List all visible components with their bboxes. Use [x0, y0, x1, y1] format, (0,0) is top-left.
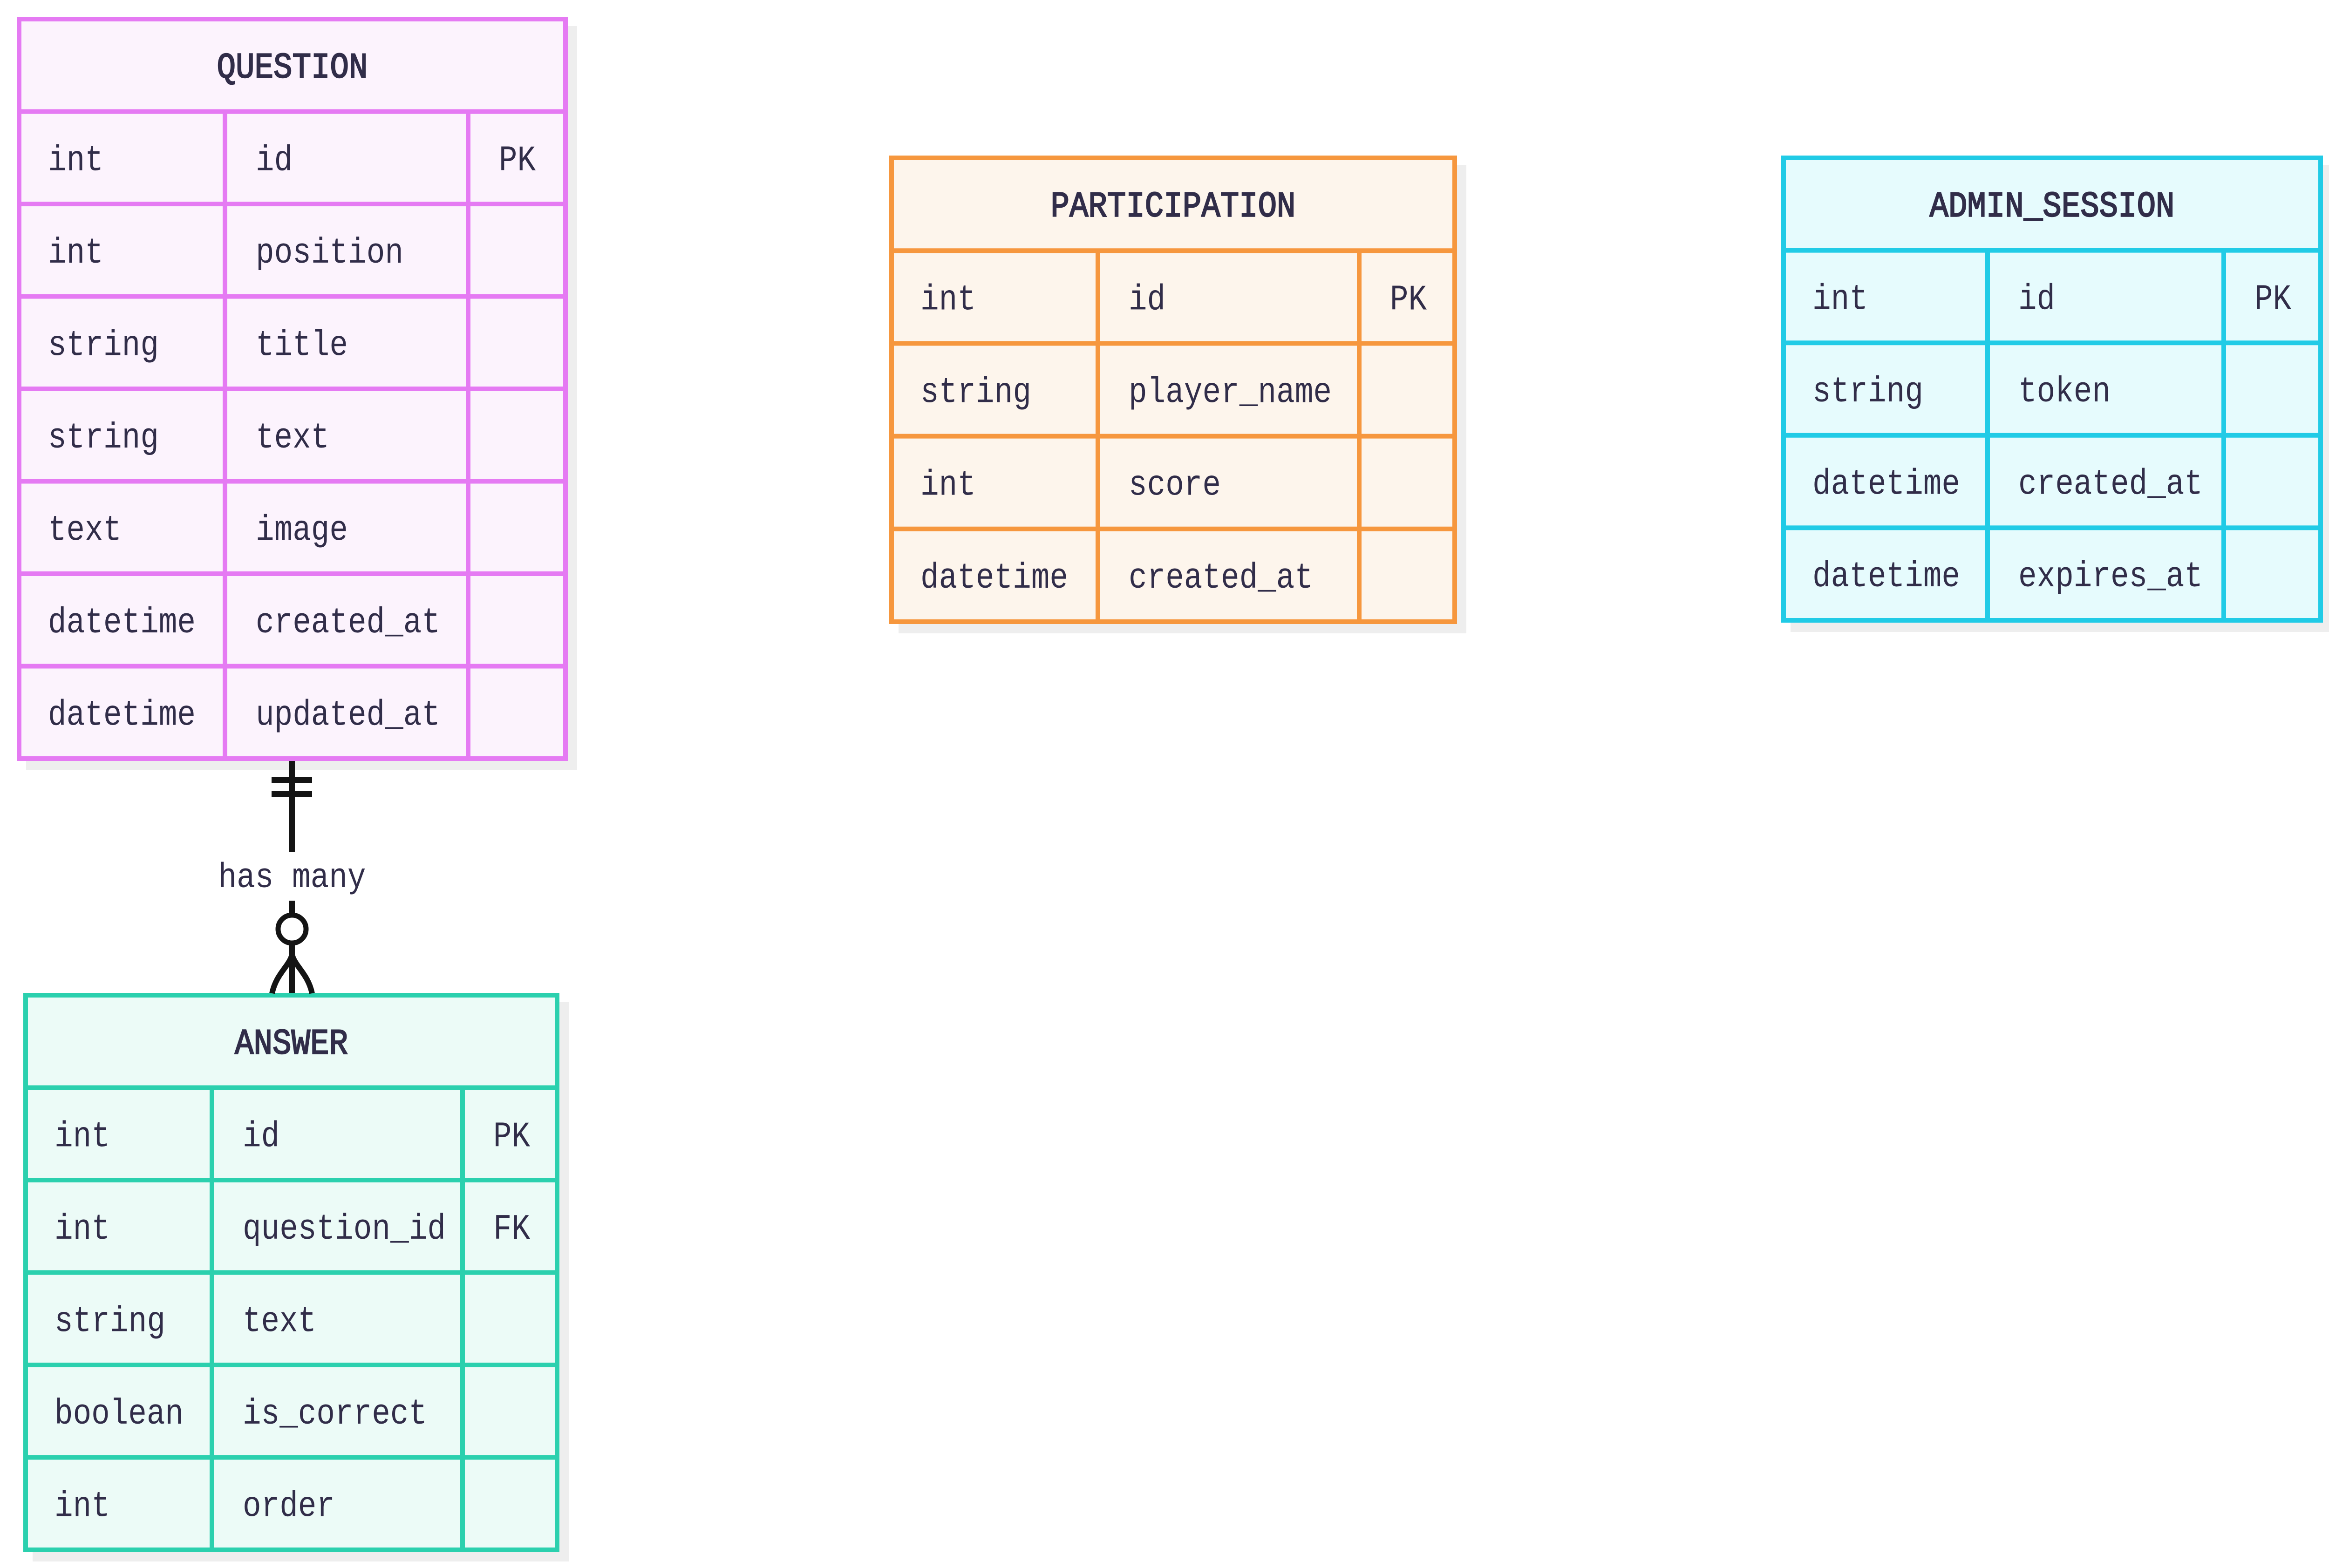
- svg-text:image: image: [256, 510, 348, 551]
- svg-text:boolean: boolean: [54, 1394, 184, 1435]
- svg-text:string: string: [920, 373, 1031, 414]
- svg-text:datetime: datetime: [1812, 465, 1960, 505]
- svg-text:datetime: datetime: [48, 695, 196, 736]
- svg-text:created_at: created_at: [1129, 558, 1313, 599]
- svg-text:ANSWER: ANSWER: [235, 1024, 348, 1065]
- svg-text:id: id: [2018, 279, 2055, 320]
- svg-text:is_correct: is_correct: [243, 1394, 427, 1435]
- svg-text:id: id: [1129, 280, 1165, 320]
- svg-text:int: int: [54, 1487, 110, 1527]
- svg-text:PK: PK: [499, 141, 536, 181]
- svg-text:PARTICIPATION: PARTICIPATION: [1051, 187, 1296, 228]
- svg-text:datetime: datetime: [48, 603, 196, 644]
- svg-text:PK: PK: [493, 1117, 531, 1157]
- svg-text:int: int: [1812, 279, 1868, 320]
- svg-text:text: text: [48, 510, 122, 551]
- svg-text:string: string: [48, 418, 159, 459]
- svg-text:question_id: question_id: [243, 1209, 446, 1250]
- svg-text:id: id: [243, 1117, 279, 1157]
- svg-text:int: int: [48, 141, 103, 181]
- svg-text:int: int: [920, 280, 976, 320]
- svg-text:string: string: [1812, 372, 1923, 413]
- svg-text:QUESTION: QUESTION: [217, 48, 368, 88]
- svg-text:position: position: [256, 233, 403, 274]
- svg-text:created_at: created_at: [256, 603, 440, 644]
- svg-text:text: text: [243, 1302, 316, 1342]
- svg-text:expires_at: expires_at: [2018, 557, 2203, 597]
- svg-text:updated_at: updated_at: [256, 695, 440, 736]
- svg-text:string: string: [54, 1302, 165, 1342]
- svg-text:id: id: [256, 141, 293, 181]
- svg-text:order: order: [243, 1487, 335, 1527]
- svg-text:int: int: [54, 1209, 110, 1250]
- svg-text:datetime: datetime: [920, 558, 1068, 599]
- svg-text:int: int: [48, 233, 103, 274]
- svg-text:title: title: [256, 326, 348, 366]
- svg-text:created_at: created_at: [2018, 465, 2203, 505]
- svg-text:PK: PK: [1390, 280, 1427, 320]
- svg-text:string: string: [48, 326, 159, 366]
- svg-text:PK: PK: [2254, 279, 2292, 320]
- svg-text:text: text: [256, 418, 329, 459]
- svg-text:score: score: [1129, 466, 1221, 506]
- svg-text:datetime: datetime: [1812, 557, 1960, 597]
- svg-text:ADMIN_SESSION: ADMIN_SESSION: [1930, 187, 2175, 227]
- svg-text:player_name: player_name: [1129, 373, 1332, 414]
- svg-text:has many: has many: [218, 858, 366, 898]
- svg-text:int: int: [54, 1117, 110, 1157]
- svg-text:FK: FK: [493, 1209, 531, 1250]
- svg-text:int: int: [920, 466, 976, 506]
- svg-text:token: token: [2018, 372, 2111, 413]
